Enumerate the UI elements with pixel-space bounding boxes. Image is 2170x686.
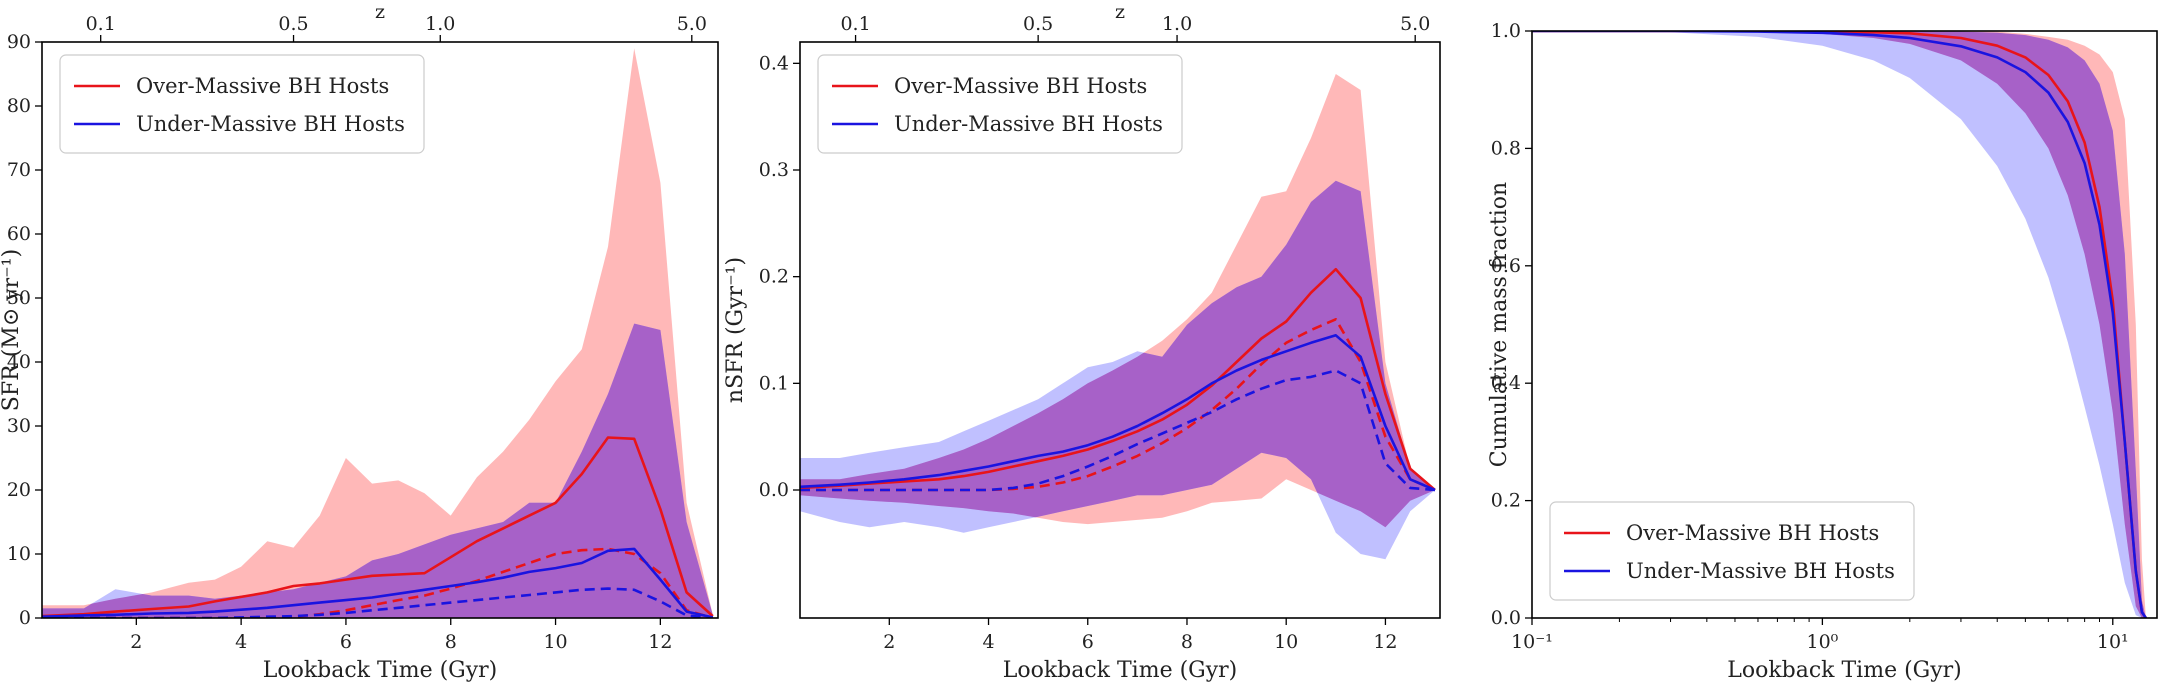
legend-label-over: Over-Massive BH Hosts <box>894 74 1147 98</box>
x-axis-label: Lookback Time (Gyr) <box>1727 658 1962 683</box>
series-line-1 <box>42 436 714 618</box>
band-overlap-region <box>1532 31 2146 618</box>
x-tick-label: 4 <box>982 631 994 653</box>
chart-panel-3: 10⁻¹ 10⁰ 10¹ 0.0 0.2 0.4 0.6 0.8 1.0 Lookback Tim… <box>1487 20 2158 683</box>
y-tick-label: 80 <box>7 95 31 117</box>
y-tick-label: 0.1 <box>759 372 789 394</box>
series-line-3 <box>800 334 1436 492</box>
y-tick-label: 10 <box>7 543 31 565</box>
y-axis-label: nSFR (Gyr⁻¹) <box>723 257 748 403</box>
x-tick-label: 10⁻¹ <box>1511 631 1553 653</box>
y-tick-label: 40 <box>7 351 31 373</box>
x-tick-label: 4 <box>235 631 247 653</box>
legend-box <box>59 54 425 154</box>
y-tick-label: 1.0 <box>1491 20 1521 42</box>
x-tick-label: 6 <box>340 631 352 653</box>
x-tick-label: 12 <box>1373 631 1397 653</box>
series-line-2 <box>800 318 1436 492</box>
x-tick-label: 10 <box>1274 631 1298 653</box>
y-tick-label: 0 <box>19 607 31 629</box>
legend: Over-Massive BH Hosts Under-Massive BH Ho… <box>817 54 1183 154</box>
series-line-2 <box>1532 31 2147 618</box>
top-tick-label: 0.5 <box>1023 13 1053 35</box>
y-tick-label: 0.3 <box>759 159 789 181</box>
y-tick-label: 0.6 <box>1491 255 1521 277</box>
series-line-4 <box>800 369 1436 492</box>
plot-area <box>42 48 714 618</box>
axes-frame <box>41 41 719 619</box>
axes-frame <box>1531 30 2158 619</box>
y-tick-label: 50 <box>7 287 31 309</box>
y-tick-label: 0.2 <box>759 266 789 288</box>
top-tick-label: 1.0 <box>1162 13 1192 35</box>
top-tick-label: 5.0 <box>1400 13 1430 35</box>
x-tick-label: 10⁰ <box>1806 631 1838 653</box>
y-axis-label: SFR (M⊙ yr⁻¹) <box>0 249 24 411</box>
chart-panel-1: 2 4 6 8 10 12 0 10 20 30 40 50 60 70 80 90 0.1 0.5 1.0 5.0 z… <box>0 1 719 683</box>
x-tick-label: 8 <box>1181 631 1193 653</box>
x-axis-label: Lookback Time (Gyr) <box>263 658 498 683</box>
legend-label-over: Over-Massive BH Hosts <box>136 74 389 98</box>
x-tick-label: 10¹ <box>2097 631 2129 653</box>
y-axis-label: Cumulative mass fraction <box>1487 182 1512 467</box>
top-tick-label: 1.0 <box>425 13 455 35</box>
y-tick-label: 60 <box>7 223 31 245</box>
series-line-2 <box>42 547 714 618</box>
top-axis-label: z <box>1115 1 1125 23</box>
top-axis-label: z <box>375 1 385 23</box>
y-tick-label: 0.8 <box>1491 137 1521 159</box>
top-tick-label: 5.0 <box>677 13 707 35</box>
top-tick-label: 0.1 <box>86 13 116 35</box>
axes-frame <box>799 41 1441 619</box>
series-line-1 <box>800 267 1436 491</box>
x-tick-label: 10 <box>543 631 567 653</box>
x-tick-label: 6 <box>1082 631 1094 653</box>
top-tick-label: 0.5 <box>278 13 308 35</box>
series-line-3 <box>42 547 714 618</box>
y-tick-label: 0.0 <box>1491 607 1521 629</box>
legend-label-under: Under-Massive BH Hosts <box>136 112 405 136</box>
x-axis-label: Lookback Time (Gyr) <box>1003 658 1238 683</box>
y-tick-label: 0.0 <box>759 479 789 501</box>
x-tick-label: 12 <box>648 631 672 653</box>
plot-area <box>800 74 1436 560</box>
legend-label-under: Under-Massive BH Hosts <box>1626 559 1895 583</box>
series-line-4 <box>42 587 713 618</box>
legend-box <box>1549 501 1915 601</box>
x-tick-label: 2 <box>130 631 142 653</box>
y-tick-label: 20 <box>7 479 31 501</box>
legend-box <box>817 54 1183 154</box>
legend-label-under: Under-Massive BH Hosts <box>894 112 1163 136</box>
over-massive-range-band <box>42 48 713 618</box>
y-tick-label: 0.4 <box>759 52 789 74</box>
legend-label-over: Over-Massive BH Hosts <box>1626 521 1879 545</box>
band-overlap-region <box>800 180 1435 528</box>
y-tick-label: 0.4 <box>1491 372 1521 394</box>
chart-panel-2: 2 4 6 8 10 12 0.0 0.1 0.2 0.3 0.4 0.1 0.5 1.0 5.0 z Look… <box>723 1 1441 683</box>
y-tick-label: 0.2 <box>1491 490 1521 512</box>
y-tick-label: 70 <box>7 159 31 181</box>
x-tick-label: 8 <box>445 631 457 653</box>
x-tick-label: 2 <box>883 631 895 653</box>
top-tick-label: 0.1 <box>840 13 870 35</box>
y-tick-label: 30 <box>7 415 31 437</box>
legend: Over-Massive BH Hosts Under-Massive BH Ho… <box>59 54 425 154</box>
y-tick-label: 90 <box>7 31 31 53</box>
legend: Over-Massive BH Hosts Under-Massive BH Ho… <box>1549 501 1915 601</box>
